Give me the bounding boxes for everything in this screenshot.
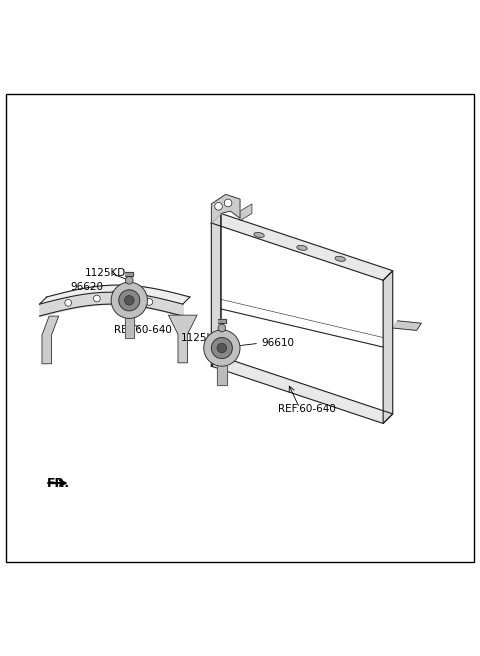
Ellipse shape: [335, 256, 346, 261]
Polygon shape: [39, 285, 190, 304]
Ellipse shape: [297, 245, 307, 251]
Text: 1125KD: 1125KD: [85, 268, 126, 278]
Circle shape: [124, 296, 134, 305]
Circle shape: [211, 338, 232, 359]
Text: REF.60-640: REF.60-640: [114, 325, 171, 335]
Circle shape: [146, 298, 153, 305]
Circle shape: [65, 300, 72, 306]
Ellipse shape: [254, 232, 264, 237]
Polygon shape: [217, 366, 227, 385]
Circle shape: [204, 330, 240, 366]
Circle shape: [217, 343, 227, 353]
Polygon shape: [124, 318, 134, 338]
Text: REF.60-640: REF.60-640: [278, 404, 336, 414]
Polygon shape: [211, 213, 221, 366]
Text: 1125KD: 1125KD: [180, 333, 222, 344]
Polygon shape: [383, 271, 393, 423]
Polygon shape: [218, 197, 230, 213]
Text: FR.: FR.: [47, 477, 70, 489]
Polygon shape: [211, 357, 393, 423]
Circle shape: [224, 199, 232, 207]
Circle shape: [111, 282, 147, 318]
Polygon shape: [211, 213, 393, 280]
Circle shape: [122, 295, 129, 302]
Polygon shape: [218, 319, 226, 323]
Polygon shape: [42, 316, 59, 364]
Circle shape: [215, 203, 222, 210]
Polygon shape: [125, 272, 133, 276]
Polygon shape: [240, 204, 252, 220]
Polygon shape: [211, 194, 240, 223]
Circle shape: [94, 295, 100, 302]
Circle shape: [119, 290, 140, 311]
Circle shape: [218, 324, 226, 332]
Circle shape: [125, 276, 133, 284]
Polygon shape: [168, 315, 197, 363]
Text: 96620: 96620: [71, 283, 104, 293]
Polygon shape: [393, 321, 421, 331]
Text: 96610: 96610: [262, 338, 294, 348]
